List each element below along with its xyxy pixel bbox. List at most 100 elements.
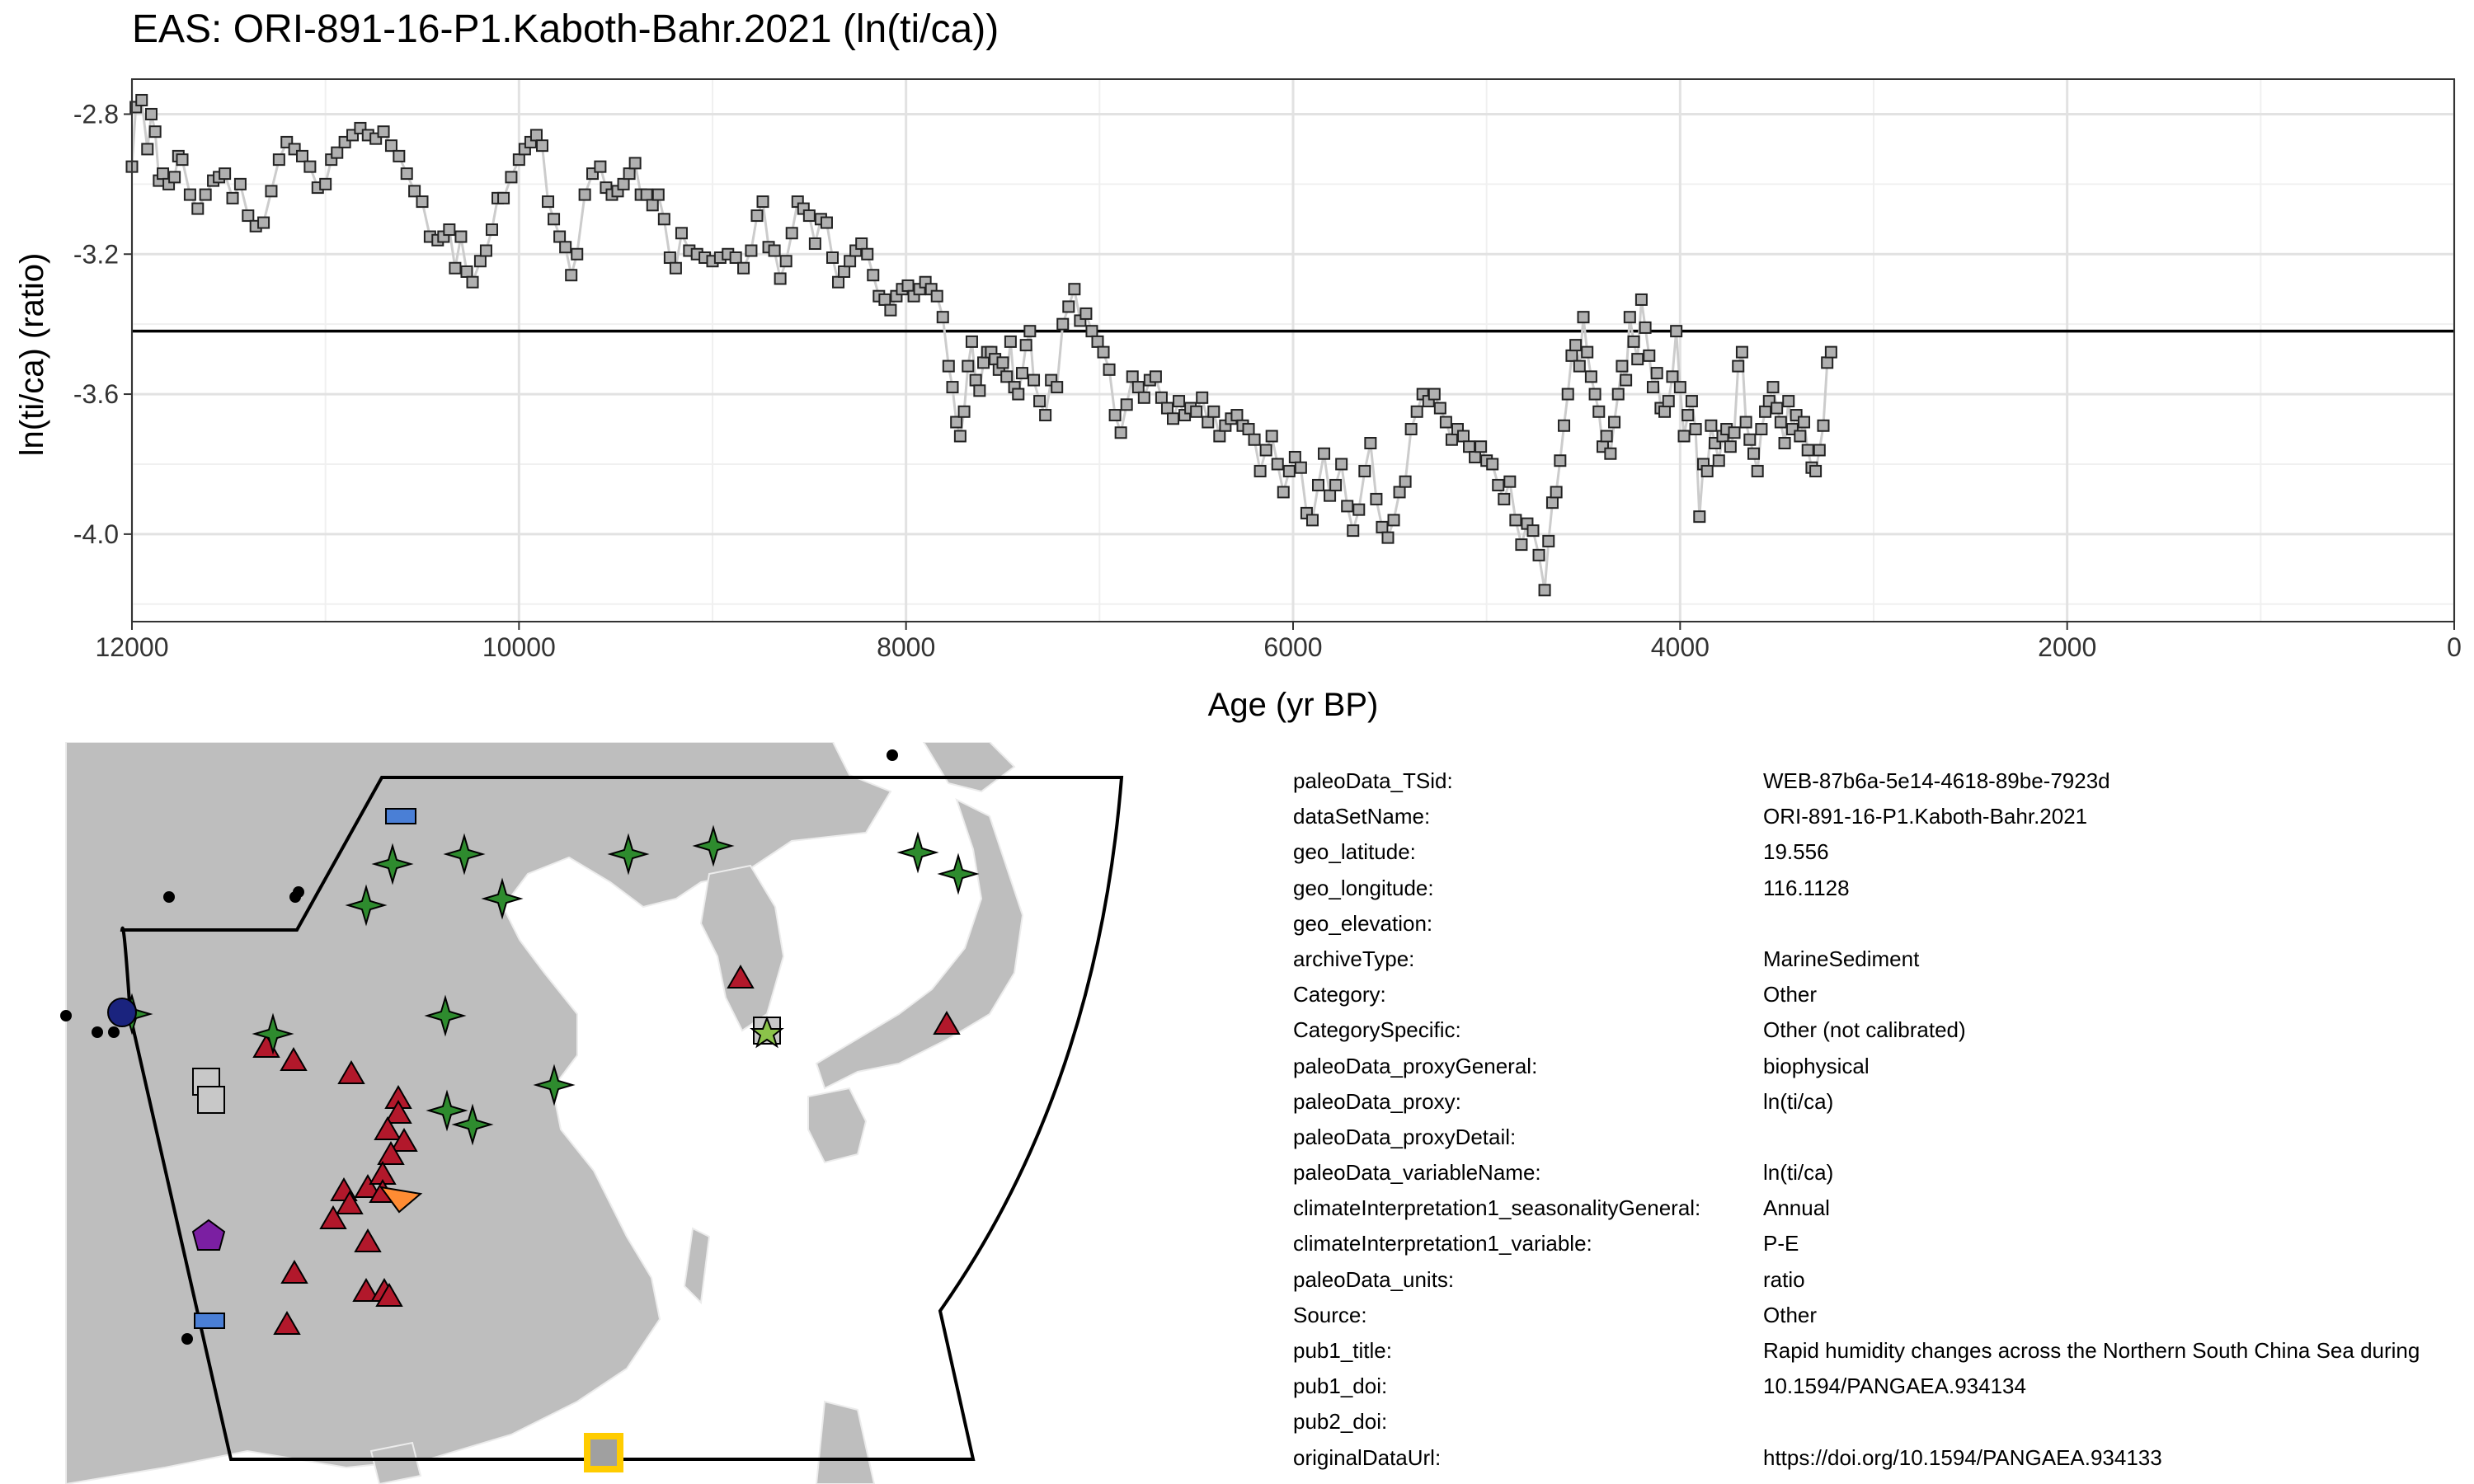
metadata-row: Category: Other	[1293, 977, 2472, 1012]
data-point	[737, 261, 750, 275]
data-point	[1515, 538, 1528, 552]
data-point	[1108, 409, 1122, 422]
metadata-value: MarineSediment	[1763, 946, 1920, 971]
japan-kyushu	[807, 1087, 868, 1164]
data-point	[319, 177, 332, 190]
data-point	[779, 255, 793, 268]
dot-site-marker	[887, 749, 898, 761]
data-point	[1318, 447, 1331, 460]
data-point	[1666, 370, 1679, 383]
x-tick-label: 8000	[877, 632, 935, 662]
five-point-star-site-marker	[750, 1016, 784, 1049]
data-point	[1039, 409, 1052, 422]
data-point	[466, 275, 479, 289]
triangle-site-marker	[354, 1228, 382, 1252]
data-point	[1747, 447, 1761, 460]
x-tick-label: 6000	[1263, 632, 1322, 662]
data-point	[838, 265, 851, 278]
metadata-key: climateInterpretation1_seasonalityGenera…	[1293, 1195, 1701, 1221]
data-point	[1639, 321, 1652, 334]
philippines-luzon	[815, 1400, 876, 1484]
data-point	[1370, 492, 1383, 505]
data-point	[1759, 405, 1772, 418]
pentagon-site-marker	[191, 1219, 226, 1251]
metadata-value	[1763, 906, 2472, 942]
data-point	[296, 149, 309, 162]
data-point	[265, 185, 278, 198]
data-point	[1526, 524, 1540, 538]
metadata-row: CategorySpecific: Other (not calibrated)	[1293, 1012, 2472, 1048]
data-point	[1126, 370, 1139, 383]
data-point	[1581, 345, 1594, 359]
data-point	[449, 261, 462, 275]
metadata-value: Annual	[1763, 1195, 1830, 1221]
data-point	[623, 167, 636, 181]
metadata-key: pub1_title:	[1293, 1338, 1392, 1363]
dot-site-marker	[181, 1333, 193, 1345]
data-point	[756, 195, 769, 209]
data-point	[1399, 475, 1412, 488]
triangle-site-marker	[280, 1259, 308, 1284]
square-site-marker	[197, 1086, 225, 1114]
four-point-star-site-marker	[426, 1089, 468, 1132]
data-point	[1569, 339, 1583, 352]
series-layer	[125, 93, 1837, 597]
data-point	[1294, 461, 1307, 474]
data-point	[942, 359, 955, 373]
data-point	[479, 244, 492, 257]
triangle-site-marker	[377, 1140, 405, 1165]
data-point	[1751, 464, 1764, 477]
data-point	[1700, 464, 1714, 477]
data-point	[785, 227, 798, 240]
data-point	[657, 213, 670, 226]
metadata-value: https://doi.org/10.1594/PANGAEA.934133	[1763, 1444, 2162, 1470]
triangle-site-marker	[336, 1190, 364, 1214]
data-point	[377, 125, 390, 139]
data-point	[745, 244, 758, 257]
data-point	[1097, 345, 1110, 359]
data-point	[331, 146, 344, 159]
data-point	[1015, 367, 1028, 380]
data-point	[1288, 450, 1301, 463]
data-point	[962, 359, 975, 373]
data-point	[542, 195, 555, 209]
data-point	[1588, 387, 1602, 401]
four-point-star-site-marker	[424, 994, 467, 1037]
four-point-star-site-marker	[533, 1064, 576, 1106]
data-point	[1213, 430, 1226, 443]
data-point	[1004, 335, 1017, 348]
data-point	[1103, 363, 1116, 376]
metadata-key: dataSetName:	[1293, 804, 1431, 829]
data-point	[1782, 395, 1795, 408]
x-axis-label: Age (yr BP)	[1208, 687, 1379, 723]
data-point	[1801, 444, 1814, 457]
data-point	[1028, 373, 1041, 387]
study-region-outline	[120, 776, 1124, 1461]
metadata-row: geo_longitude: 116.1128	[1293, 871, 2472, 906]
data-point	[272, 153, 285, 167]
data-point	[957, 405, 971, 418]
dot-site-marker	[108, 1026, 120, 1038]
data-point	[1137, 391, 1150, 404]
hainan	[369, 1441, 422, 1484]
data-point	[808, 237, 821, 251]
data-point	[1550, 486, 1563, 499]
metadata-row: paleoData_proxyGeneral: biophysical	[1293, 1049, 2472, 1084]
chart-title: EAS: ORI-891-16-P1.Kaboth-Bahr.2021 (ln(…	[132, 7, 999, 51]
data-point	[1813, 444, 1826, 457]
data-point	[1312, 478, 1325, 491]
data-point	[901, 279, 915, 292]
metadata-key: paleoData_proxyGeneral:	[1293, 1053, 1538, 1078]
data-point	[1427, 387, 1441, 401]
data-point	[1190, 405, 1203, 418]
data-point	[1616, 359, 1629, 373]
metadata-value: ln(ti/ca)	[1763, 1088, 1834, 1114]
japan-honshu	[815, 798, 1024, 1090]
data-point	[1608, 416, 1621, 429]
data-point	[1492, 478, 1505, 491]
data-point	[1056, 317, 1070, 331]
data-point	[1685, 395, 1698, 408]
wedge-site-marker	[379, 1186, 423, 1214]
data-point	[1662, 395, 1675, 408]
metadata-row: originalDataUrl: https://doi.org/10.1594/…	[1293, 1440, 2472, 1476]
